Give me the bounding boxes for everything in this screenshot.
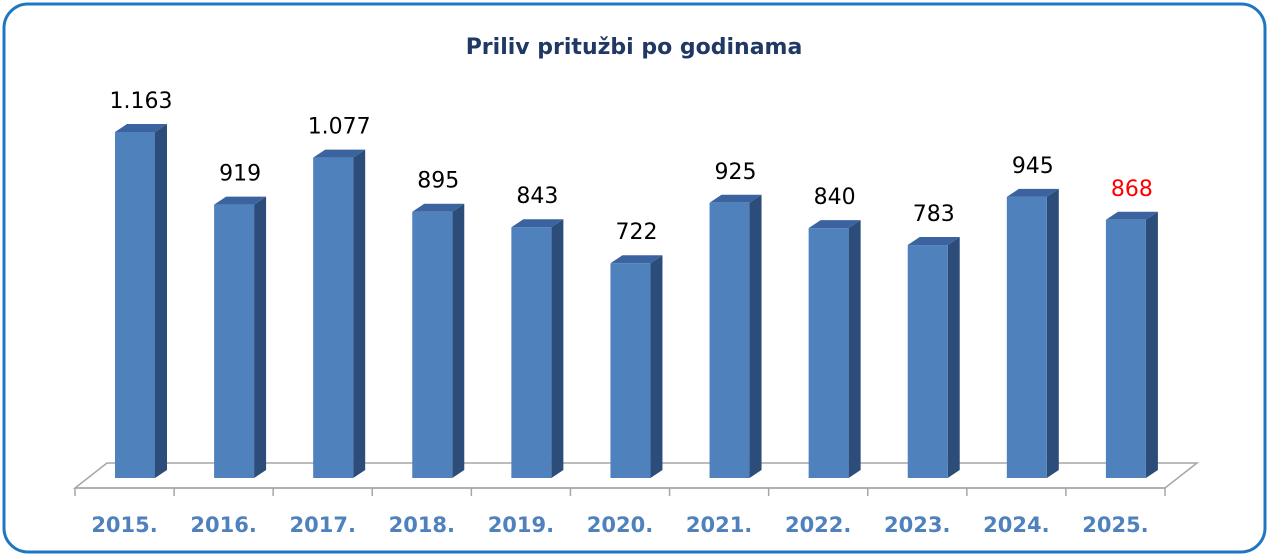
bar-side [848, 220, 861, 478]
x-tick-label: 2020. [587, 513, 653, 537]
bar [115, 132, 155, 478]
value-label: 868 [1111, 177, 1153, 202]
bar-top [214, 196, 267, 205]
bar [907, 245, 948, 478]
value-label: 895 [417, 169, 459, 194]
bar-side [1145, 211, 1158, 478]
bar-top [313, 149, 366, 158]
bar-side [1046, 188, 1059, 479]
bar [1105, 219, 1146, 478]
x-tick-label: 2024. [983, 513, 1049, 537]
value-label: 722 [615, 220, 657, 245]
value-label: 783 [913, 202, 955, 227]
value-label: 919 [219, 162, 261, 187]
bar-top [1105, 211, 1158, 220]
bar-side [452, 203, 465, 478]
x-tick-label: 2015. [91, 513, 157, 537]
value-label: 945 [1012, 154, 1054, 179]
x-tick-label: 2018. [389, 513, 455, 537]
bar-side [353, 149, 366, 478]
x-tick-label: 2019. [488, 513, 554, 537]
bar [412, 211, 453, 478]
bar-side [650, 255, 663, 478]
x-tick-label: 2025. [1082, 513, 1148, 537]
bar-top [907, 237, 960, 246]
bar-top [709, 194, 762, 203]
bar [313, 157, 354, 478]
bar [610, 263, 651, 478]
bar-top [610, 255, 663, 264]
value-label: 1.163 [110, 89, 173, 114]
bar-top [115, 124, 167, 132]
x-tick-label: 2023. [884, 513, 950, 537]
bar-side [254, 196, 267, 479]
x-tick-label: 2017. [290, 513, 356, 537]
bar [1006, 196, 1047, 479]
bar [511, 227, 552, 478]
bar-top [412, 203, 465, 212]
bar-side [749, 194, 762, 479]
value-label: 840 [814, 185, 856, 210]
bar-side [551, 219, 564, 478]
value-label: 925 [715, 160, 757, 185]
bar [214, 204, 255, 479]
bar [808, 228, 849, 478]
bar [709, 202, 750, 479]
x-tick-label: 2022. [785, 513, 851, 537]
bar-top [511, 219, 564, 228]
bar-top [1006, 188, 1059, 197]
bar-top [808, 220, 861, 229]
x-tick-label: 2021. [686, 513, 752, 537]
bar-side [155, 124, 167, 478]
value-label: 1.077 [308, 115, 371, 140]
value-label: 843 [516, 184, 558, 209]
chart-title: Priliv pritužbi po godinama [466, 35, 803, 60]
bar-side [947, 237, 960, 478]
x-tick-label: 2016. [190, 513, 256, 537]
